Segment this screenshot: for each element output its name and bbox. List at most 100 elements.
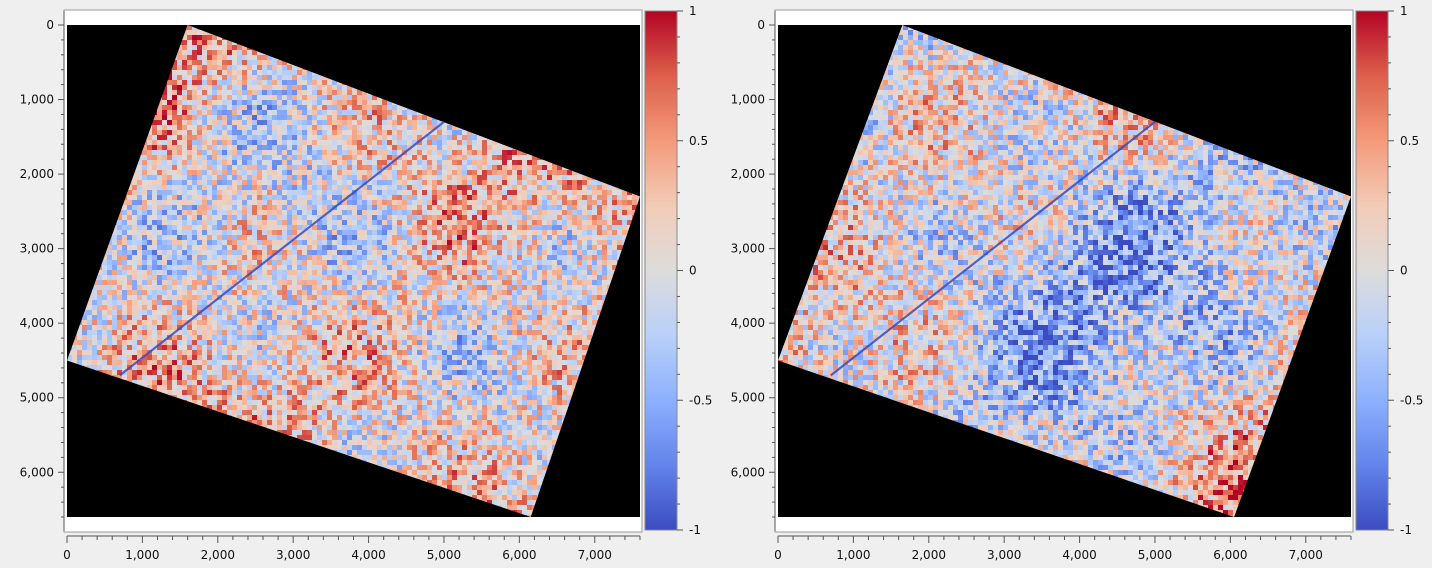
heatmap-cell bbox=[312, 155, 318, 161]
heatmap-cell bbox=[247, 210, 253, 216]
heatmap-cell bbox=[582, 210, 588, 216]
heatmap-cell bbox=[157, 220, 163, 226]
heatmap-cell bbox=[242, 70, 248, 76]
heatmap-cell bbox=[157, 215, 163, 221]
heatmap-cell bbox=[197, 135, 203, 141]
heatmap-cell bbox=[167, 110, 173, 116]
heatmap-cell bbox=[137, 195, 143, 201]
heatmap-cell bbox=[587, 205, 593, 211]
heatmap-cell bbox=[192, 60, 198, 66]
heatmap-cell bbox=[202, 160, 208, 166]
heatmap-cell bbox=[242, 195, 248, 201]
heatmap-cell bbox=[467, 200, 473, 206]
heatmap-cell bbox=[147, 240, 153, 246]
heatmap-cell bbox=[182, 75, 188, 81]
heatmap-cell bbox=[312, 230, 318, 236]
heatmap-cell bbox=[267, 55, 273, 61]
heatmap-cell bbox=[357, 180, 363, 186]
heatmap-cell bbox=[412, 145, 418, 151]
heatmap-cell bbox=[347, 115, 353, 121]
heatmap-cell bbox=[232, 100, 238, 106]
heatmap-cell bbox=[157, 160, 163, 166]
heatmap-cell bbox=[177, 150, 183, 156]
heatmap-cell bbox=[507, 185, 513, 191]
heatmap-cell bbox=[482, 210, 488, 216]
heatmap-cell bbox=[162, 240, 168, 246]
heatmap-cell bbox=[277, 100, 283, 106]
heatmap-cell bbox=[192, 230, 198, 236]
heatmap-cell bbox=[317, 160, 323, 166]
heatmap-cell bbox=[247, 240, 253, 246]
heatmap-cell bbox=[392, 170, 398, 176]
heatmap-cell bbox=[187, 110, 193, 116]
heatmap-cell bbox=[177, 110, 183, 116]
heatmap-cell bbox=[147, 140, 153, 146]
heatmap-cell bbox=[337, 85, 343, 91]
heatmap-cell bbox=[337, 120, 343, 126]
heatmap-cell bbox=[197, 50, 203, 56]
heatmap-cell bbox=[552, 175, 558, 181]
heatmap-cell bbox=[527, 170, 533, 176]
heatmap-cell bbox=[167, 100, 173, 106]
heatmap-cell bbox=[587, 185, 593, 191]
heatmap-cell bbox=[227, 175, 233, 181]
heatmap-cell bbox=[432, 120, 438, 126]
heatmap-cell bbox=[207, 45, 213, 51]
heatmap-cell bbox=[182, 195, 188, 201]
heatmap-cell bbox=[247, 160, 253, 166]
heatmap-cell bbox=[282, 155, 288, 161]
heatmap-cell bbox=[237, 220, 243, 226]
heatmap-cell bbox=[382, 180, 388, 186]
heatmap-cell bbox=[432, 235, 438, 241]
heatmap-cell bbox=[212, 50, 218, 56]
heatmap-cell bbox=[252, 50, 258, 56]
heatmap-cell bbox=[382, 135, 388, 141]
heatmap-cell bbox=[187, 230, 193, 236]
heatmap-cell bbox=[247, 55, 253, 61]
heatmap-cell bbox=[627, 190, 633, 196]
heatmap-cell bbox=[387, 100, 393, 106]
heatmap-cell bbox=[332, 195, 338, 201]
heatmap-cell bbox=[362, 130, 368, 136]
heatmap-cell bbox=[362, 140, 368, 146]
heatmap-cell bbox=[297, 185, 303, 191]
heatmap-cell bbox=[547, 205, 553, 211]
heatmap-cell bbox=[342, 175, 348, 181]
heatmap-cell bbox=[187, 190, 193, 196]
heatmap-cell bbox=[372, 110, 378, 116]
heatmap-cell bbox=[182, 45, 188, 51]
heatmap-cell bbox=[342, 120, 348, 126]
heatmap-cell bbox=[562, 185, 568, 191]
heatmap-cell bbox=[452, 155, 458, 161]
heatmap-cell bbox=[382, 160, 388, 166]
heatmap-cell bbox=[302, 110, 308, 116]
heatmap-cell bbox=[202, 215, 208, 221]
heatmap-cell bbox=[152, 225, 158, 231]
heatmap-cell bbox=[292, 165, 298, 171]
heatmap-cell bbox=[327, 115, 333, 121]
heatmap-cell bbox=[522, 160, 528, 166]
heatmap-cell bbox=[537, 225, 543, 231]
heatmap-cell bbox=[132, 170, 138, 176]
heatmap-cell bbox=[237, 210, 243, 216]
heatmap-cell bbox=[482, 230, 488, 236]
heatmap-cell bbox=[192, 190, 198, 196]
heatmap-cell bbox=[462, 230, 468, 236]
heatmap-cell bbox=[277, 80, 283, 86]
heatmap-cell bbox=[207, 100, 213, 106]
heatmap-cell bbox=[257, 130, 263, 136]
heatmap-cell bbox=[302, 230, 308, 236]
heatmap-cell bbox=[307, 210, 313, 216]
heatmap-cell bbox=[142, 170, 148, 176]
heatmap-cell bbox=[302, 195, 308, 201]
heatmap-cell bbox=[312, 95, 318, 101]
heatmap-cell bbox=[287, 215, 293, 221]
heatmap-cell bbox=[387, 210, 393, 216]
heatmap-cell bbox=[277, 205, 283, 211]
heatmap-cell bbox=[572, 205, 578, 211]
heatmap-cell bbox=[412, 190, 418, 196]
heatmap-cell bbox=[232, 70, 238, 76]
heatmap-cell bbox=[337, 115, 343, 121]
heatmap-cell bbox=[542, 235, 548, 241]
heatmap-cell bbox=[337, 90, 343, 96]
